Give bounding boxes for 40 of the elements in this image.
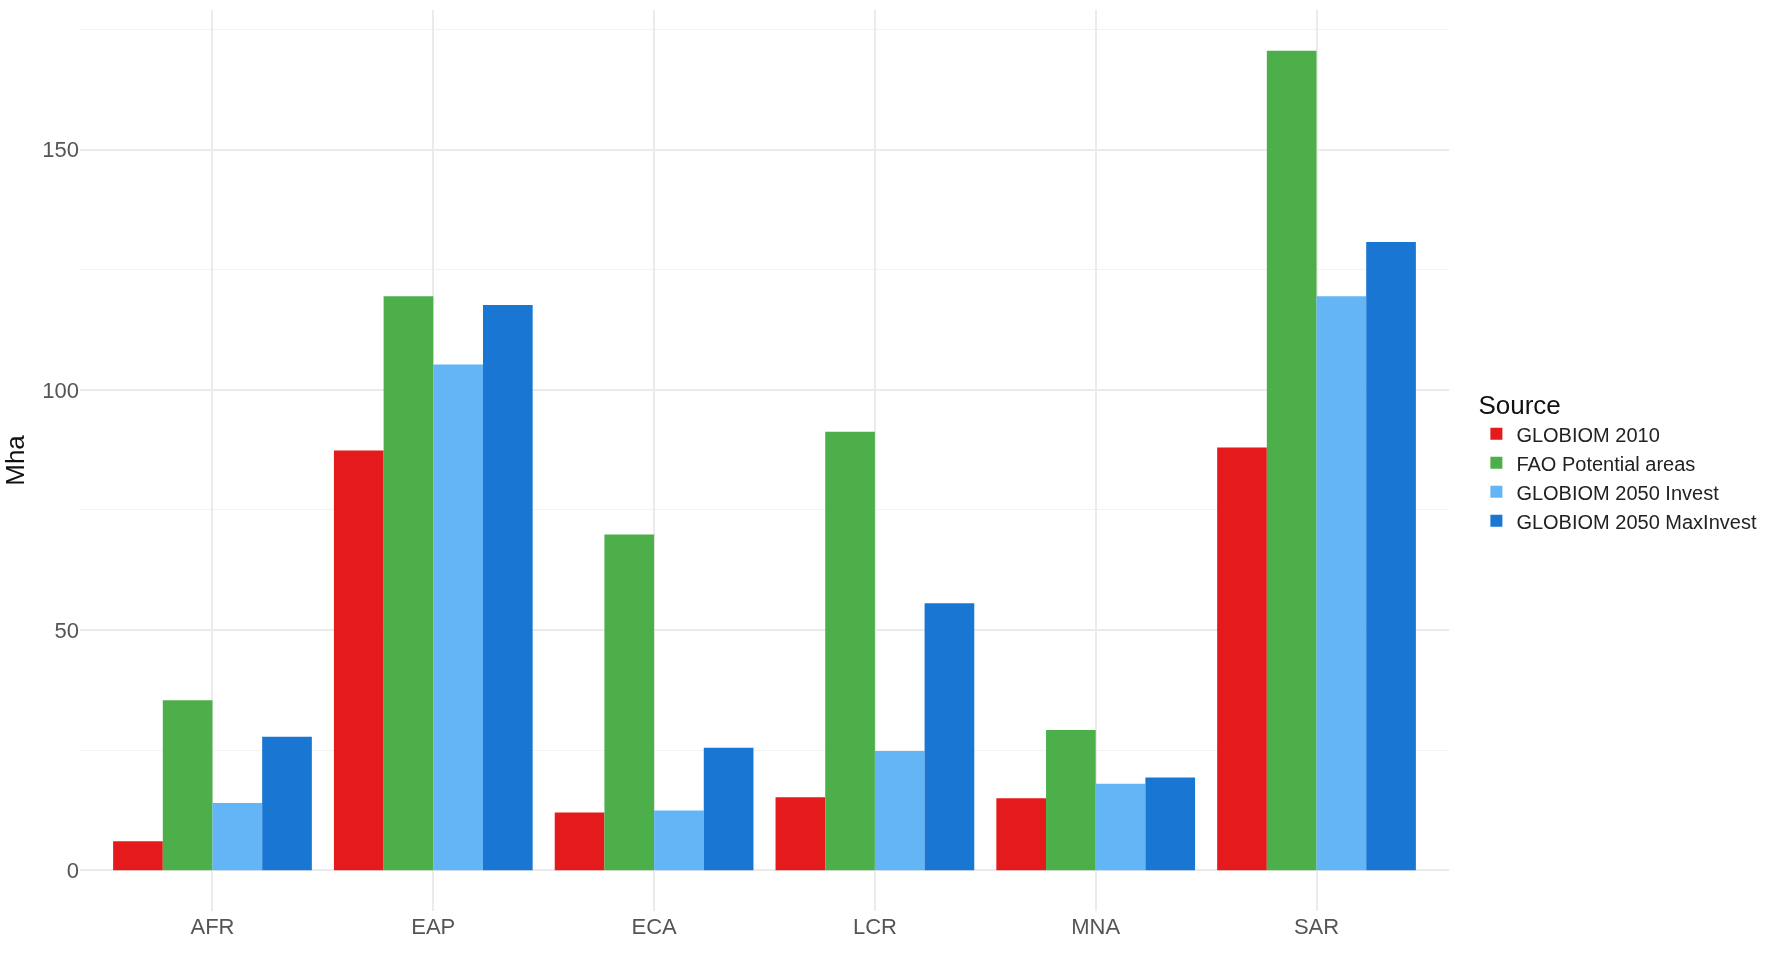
bar [1217, 447, 1267, 871]
bar [604, 534, 655, 871]
bar [924, 603, 975, 871]
legend-label: GLOBIOM 2050 Invest [1516, 481, 1720, 504]
x-tick-label: SAR [1293, 914, 1340, 939]
legend-label: FAO Potential areas [1516, 452, 1696, 475]
x-tick-label: ECA [631, 914, 678, 939]
bar [212, 802, 263, 871]
bar [554, 812, 605, 871]
bar [654, 810, 704, 871]
legend-label: GLOBIOM 2050 MaxInvest [1516, 510, 1757, 533]
bar [1266, 50, 1317, 871]
bar [262, 736, 312, 871]
legend-title: Source [1478, 390, 1561, 421]
bar [482, 304, 533, 871]
bar [1145, 777, 1196, 871]
x-tick-label: MNA [1071, 914, 1121, 939]
x-tick-label: EAP [411, 914, 456, 939]
bar [1095, 783, 1146, 871]
bar [996, 798, 1047, 871]
bar [113, 841, 163, 871]
y-tick-label: 0 [66, 857, 79, 883]
x-tick-label: AFR [190, 914, 235, 939]
y-axis-title: Mha [0, 434, 30, 486]
bar [333, 450, 384, 871]
legend-label: GLOBIOM 2010 [1516, 423, 1660, 446]
bar [874, 751, 925, 871]
y-tick-label: 100 [42, 377, 79, 403]
bar [1366, 241, 1416, 871]
bar [1046, 729, 1096, 871]
y-tick-label: 50 [54, 617, 79, 643]
bar [162, 700, 213, 871]
y-tick-label: 150 [42, 137, 79, 163]
bar [383, 296, 434, 871]
bar [1316, 296, 1367, 871]
x-tick-label: LCR [852, 914, 897, 939]
bar [703, 747, 754, 871]
bar [775, 797, 826, 871]
bar [825, 431, 875, 871]
bar [433, 364, 483, 871]
